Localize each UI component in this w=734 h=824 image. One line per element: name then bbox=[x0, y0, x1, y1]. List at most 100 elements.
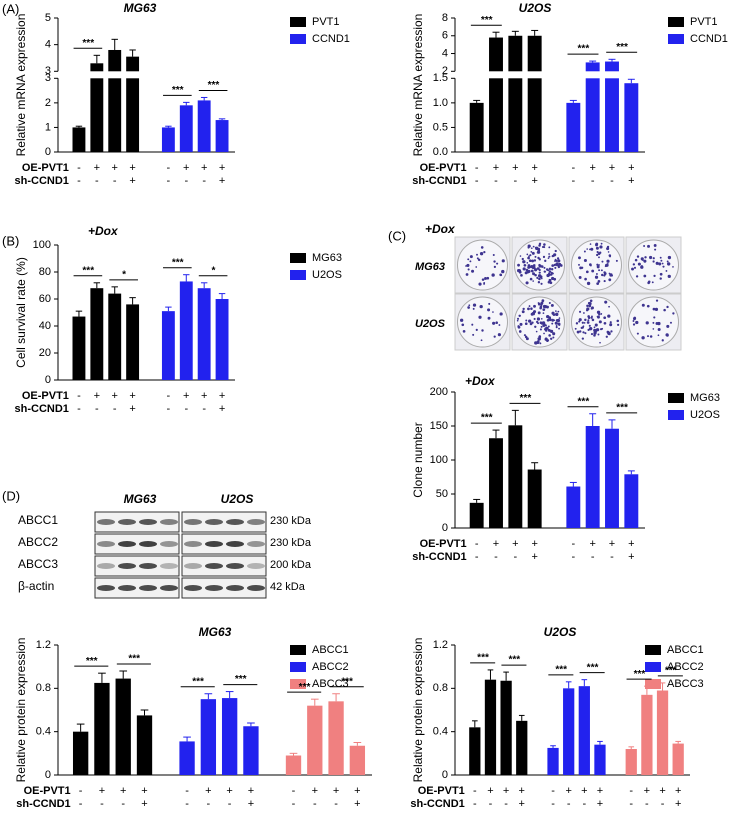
blot-band bbox=[205, 541, 223, 547]
y-tick-label: 100 bbox=[430, 454, 448, 466]
colony bbox=[586, 304, 589, 308]
treatment-sign: + bbox=[201, 390, 207, 402]
error-bar bbox=[511, 409, 519, 426]
significance-label: *** bbox=[616, 403, 629, 414]
colony bbox=[640, 265, 644, 269]
treatment-sign: + bbox=[659, 785, 665, 797]
y-tick-label: 60 bbox=[39, 293, 51, 305]
colony bbox=[651, 281, 654, 284]
colony bbox=[538, 277, 541, 281]
y-tick-label: 40 bbox=[39, 320, 51, 332]
treatment-sign: + bbox=[628, 162, 634, 174]
colony bbox=[518, 270, 522, 274]
y-tick-label: 2 bbox=[442, 65, 448, 77]
colony bbox=[578, 320, 581, 323]
image-row-label: MG63 bbox=[415, 261, 445, 273]
colony bbox=[537, 281, 541, 284]
blot-band bbox=[184, 563, 202, 569]
colony bbox=[532, 245, 535, 248]
chart-title: +Dox bbox=[88, 224, 119, 238]
colony bbox=[587, 319, 590, 322]
y-tick-label: 8 bbox=[442, 12, 448, 24]
bar bbox=[179, 281, 193, 380]
treatment-sign: + bbox=[354, 798, 360, 810]
treatment-sign: + bbox=[94, 390, 100, 402]
colony bbox=[601, 260, 604, 263]
significance-label: *** bbox=[128, 654, 141, 665]
legend-swatch bbox=[290, 17, 306, 27]
colony bbox=[596, 250, 599, 254]
colony bbox=[597, 280, 601, 283]
error-bar bbox=[165, 306, 172, 312]
treatment-label: OE-PVT1 bbox=[24, 785, 71, 797]
colony bbox=[587, 315, 590, 318]
colony bbox=[608, 305, 610, 308]
y-tick-label: 0.8 bbox=[433, 682, 448, 694]
colony bbox=[477, 258, 481, 262]
blot-band bbox=[160, 563, 178, 569]
treatment-sign: - bbox=[121, 798, 125, 810]
colony bbox=[478, 315, 482, 319]
bar bbox=[328, 701, 344, 775]
error-bar bbox=[183, 274, 190, 282]
error-bar bbox=[289, 752, 298, 756]
colony bbox=[551, 322, 554, 325]
colony bbox=[528, 259, 532, 263]
treatment-sign: + bbox=[531, 162, 537, 174]
treatment-sign: - bbox=[504, 798, 508, 810]
colony bbox=[595, 246, 599, 250]
colony bbox=[597, 252, 601, 256]
colony bbox=[657, 334, 660, 337]
treatment-sign: - bbox=[79, 798, 83, 810]
colony bbox=[527, 307, 530, 311]
bar bbox=[115, 678, 131, 775]
colony bbox=[462, 329, 466, 333]
legend-swatch bbox=[668, 393, 684, 403]
error-bar bbox=[492, 429, 500, 439]
treatment-label: sh-CCND1 bbox=[412, 551, 466, 563]
blot-box bbox=[181, 555, 267, 577]
blot-band bbox=[118, 563, 136, 569]
significance-label: *** bbox=[82, 38, 95, 49]
bar bbox=[179, 105, 193, 152]
error-bar bbox=[473, 99, 481, 103]
y-tick-label: 150 bbox=[430, 420, 448, 432]
colony bbox=[604, 300, 608, 304]
colony bbox=[520, 274, 523, 277]
y-tick-label: 0.8 bbox=[36, 682, 51, 694]
treatment-sign: + bbox=[597, 798, 603, 810]
treatment-label: sh-CCND1 bbox=[15, 403, 69, 415]
legend-swatch bbox=[645, 679, 661, 689]
legend-label: ABCC2 bbox=[667, 661, 704, 673]
treatment-sign: + bbox=[112, 162, 118, 174]
bar bbox=[641, 694, 653, 775]
significance-label: * bbox=[122, 269, 127, 280]
colony bbox=[552, 336, 555, 339]
colony bbox=[537, 302, 541, 306]
colony bbox=[553, 253, 557, 257]
panel-label: (D) bbox=[2, 488, 20, 503]
colony bbox=[641, 265, 643, 267]
error-bar bbox=[473, 498, 481, 503]
error-bar bbox=[608, 58, 616, 62]
treatment-sign: - bbox=[334, 798, 338, 810]
colony bbox=[496, 262, 499, 265]
colony bbox=[521, 257, 524, 261]
colony bbox=[471, 269, 475, 273]
colony bbox=[492, 321, 496, 325]
bar bbox=[527, 35, 542, 72]
colony bbox=[493, 335, 496, 338]
colony bbox=[540, 303, 543, 306]
error-bar bbox=[628, 746, 635, 749]
treatment-sign: + bbox=[226, 785, 232, 797]
error-bar bbox=[569, 99, 577, 103]
colony bbox=[637, 262, 641, 266]
colony bbox=[595, 273, 598, 275]
colony bbox=[599, 328, 603, 331]
image-title: +Dox bbox=[425, 222, 456, 236]
treatment-sign: + bbox=[248, 798, 254, 810]
treatment-sign: - bbox=[95, 175, 99, 187]
colony bbox=[487, 316, 491, 320]
colony bbox=[597, 315, 600, 319]
colony bbox=[607, 251, 610, 253]
